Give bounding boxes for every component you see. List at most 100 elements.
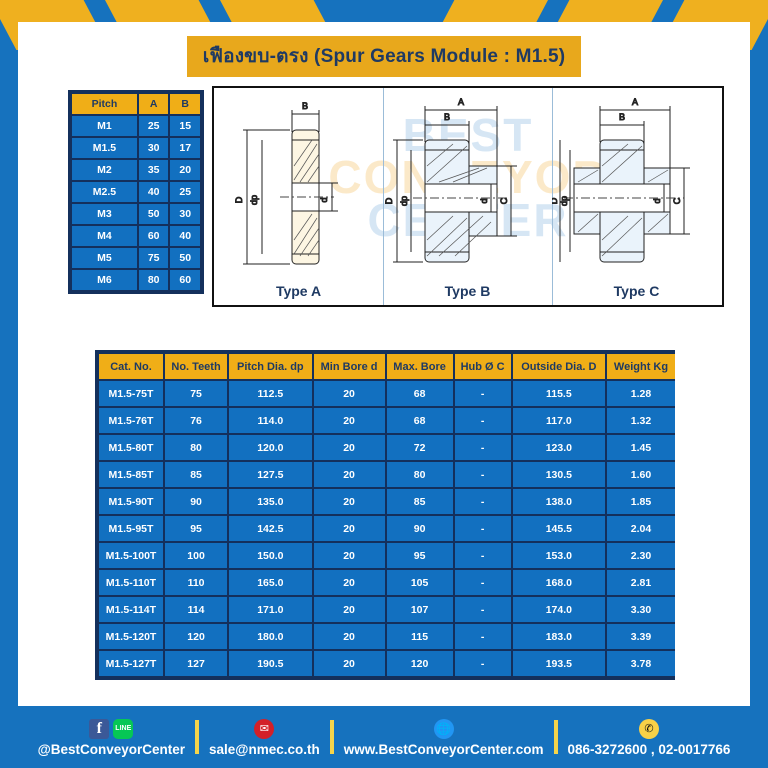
spec-cell: 76 bbox=[164, 408, 228, 433]
gear-diagram-type-c: A B D dp C bbox=[549, 88, 721, 305]
diagram-divider-2 bbox=[552, 88, 553, 305]
footer-website[interactable]: 🌐 www.BestConveyorCenter.com bbox=[344, 718, 544, 757]
spec-cell: 20 bbox=[313, 435, 385, 460]
page-title: เฟืองขบ-ตรง (Spur Gears Module : M1.5) bbox=[186, 36, 582, 77]
spec-cell: 115.5 bbox=[512, 381, 606, 406]
pitch-cell: M3 bbox=[72, 204, 137, 224]
diagram-divider-1 bbox=[383, 88, 384, 305]
content-card: เฟืองขบ-ตรง (Spur Gears Module : M1.5) P… bbox=[18, 22, 750, 706]
svg-text:dp: dp bbox=[399, 196, 409, 206]
pitch-header-1: A bbox=[138, 94, 169, 114]
footer-social-text: @BestConveyorCenter bbox=[37, 741, 186, 757]
pitch-table-row: M1 25 15 bbox=[72, 116, 200, 136]
spec-cell: 193.5 bbox=[512, 651, 606, 676]
spec-cell: 20 bbox=[313, 543, 385, 568]
spec-cell: 190.5 bbox=[229, 651, 312, 676]
line-icon[interactable]: LINE bbox=[113, 718, 134, 739]
spec-cell: 135.0 bbox=[229, 489, 312, 514]
footer-email[interactable]: ✉ sale@nmec.co.th bbox=[209, 718, 320, 757]
spec-cell: 165.0 bbox=[229, 570, 312, 595]
svg-text:A: A bbox=[458, 97, 464, 107]
spec-cell: - bbox=[454, 516, 511, 541]
pitch-cell: 17 bbox=[170, 138, 200, 158]
spec-cell: 1.60 bbox=[607, 462, 675, 487]
top-section: Pitch A B M1 25 15 M1.5 30 17 M2 35 20 M2.5 40 25 M3 50… bbox=[48, 70, 724, 307]
svg-text:B: B bbox=[619, 112, 625, 122]
mail-icon[interactable]: ✉ bbox=[254, 718, 275, 739]
spec-cell: 1.45 bbox=[607, 435, 675, 460]
facebook-icon[interactable]: f bbox=[89, 718, 110, 739]
globe-icon[interactable]: 🌐 bbox=[433, 718, 454, 739]
table-row: M1.5-85T 85 127.5 20 80-130.5 1.60 bbox=[99, 462, 675, 487]
spec-cell: 138.0 bbox=[512, 489, 606, 514]
spec-cell: - bbox=[454, 408, 511, 433]
svg-text:d: d bbox=[479, 198, 489, 203]
footer-separator-3 bbox=[553, 720, 558, 754]
spec-cell: 20 bbox=[313, 462, 385, 487]
spec-cell: 112.5 bbox=[229, 381, 312, 406]
spec-cell: 20 bbox=[313, 381, 385, 406]
spec-cell: 105 bbox=[386, 570, 453, 595]
pitch-table-row: M2.5 40 25 bbox=[72, 182, 200, 202]
spec-cell: 168.0 bbox=[512, 570, 606, 595]
spec-cell: - bbox=[454, 462, 511, 487]
pitch-cell: 25 bbox=[170, 182, 200, 202]
spec-cell: M1.5-90T bbox=[99, 489, 163, 514]
spec-cell: M1.5-120T bbox=[99, 624, 163, 649]
spec-cell: M1.5-127T bbox=[99, 651, 163, 676]
table-row: M1.5-95T 95 142.5 20 90-145.5 2.04 bbox=[99, 516, 675, 541]
spec-cell: 20 bbox=[313, 408, 385, 433]
gear-diagram-type-b: A B D dp C bbox=[383, 88, 552, 305]
svg-text:C: C bbox=[672, 197, 682, 204]
pitch-table-row: M3 50 30 bbox=[72, 204, 200, 224]
spec-cell: 3.39 bbox=[607, 624, 675, 649]
pitch-cell: M5 bbox=[72, 248, 137, 268]
spec-cell: 174.0 bbox=[512, 597, 606, 622]
spec-cell: M1.5-80T bbox=[99, 435, 163, 460]
spec-cell: 130.5 bbox=[512, 462, 606, 487]
spec-table: Cat. No. No. Teeth Pitch Dia. dp Min Bore d… bbox=[97, 352, 677, 678]
spec-cell: 114.0 bbox=[229, 408, 312, 433]
type-c-drawing: A B D dp C bbox=[549, 97, 690, 263]
spec-cell: 127.5 bbox=[229, 462, 312, 487]
spec-cell: 95 bbox=[386, 543, 453, 568]
pitch-table-row: M4 60 40 bbox=[72, 226, 200, 246]
svg-text:C: C bbox=[499, 197, 509, 204]
svg-text:d: d bbox=[652, 198, 662, 203]
spec-cell: 20 bbox=[313, 624, 385, 649]
phone-icon[interactable]: ✆ bbox=[638, 718, 659, 739]
pitch-table-row: M1.5 30 17 bbox=[72, 138, 200, 158]
svg-text:B: B bbox=[302, 101, 308, 111]
pitch-cell: 60 bbox=[170, 270, 200, 290]
pitch-table: Pitch A B M1 25 15 M1.5 30 17 M2 35 20 M2.5 40 25 M3 50… bbox=[70, 92, 202, 292]
spec-cell: 85 bbox=[386, 489, 453, 514]
table-row: M1.5-100T 100 150.0 20 95-153.0 2.30 bbox=[99, 543, 675, 568]
spec-cell: 1.32 bbox=[607, 408, 675, 433]
spec-cell: 3.78 bbox=[607, 651, 675, 676]
spec-table-container: Cat. No. No. Teeth Pitch Dia. dp Min Bore d… bbox=[95, 350, 675, 680]
spec-cell: 90 bbox=[164, 489, 228, 514]
type-a-drawing: B D dp d bbox=[234, 101, 338, 265]
spec-cell: M1.5-75T bbox=[99, 381, 163, 406]
spec-header-1: No. Teeth bbox=[164, 354, 228, 379]
spec-cell: 120.0 bbox=[229, 435, 312, 460]
footer-bar: f LINE @BestConveyorCenter ✉ sale@nmec.c… bbox=[0, 706, 768, 768]
spec-cell: 20 bbox=[313, 516, 385, 541]
spec-cell: 153.0 bbox=[512, 543, 606, 568]
spec-cell: 2.81 bbox=[607, 570, 675, 595]
spec-cell: 127 bbox=[164, 651, 228, 676]
gear-diagram-type-a: B D dp d Type A bbox=[214, 88, 383, 305]
pitch-cell: 30 bbox=[138, 138, 169, 158]
spec-cell: 68 bbox=[386, 408, 453, 433]
footer-website-text: www.BestConveyorCenter.com bbox=[343, 741, 544, 757]
pitch-cell: 75 bbox=[138, 248, 169, 268]
svg-text:B: B bbox=[444, 112, 450, 122]
spec-cell: 100 bbox=[164, 543, 228, 568]
spec-cell: 2.04 bbox=[607, 516, 675, 541]
type-a-label: Type A bbox=[275, 283, 322, 299]
footer-social[interactable]: f LINE @BestConveyorCenter bbox=[38, 718, 185, 757]
footer-phone[interactable]: ✆ 086-3272600 , 02-0017766 bbox=[568, 718, 730, 757]
pitch-table-row: M6 80 60 bbox=[72, 270, 200, 290]
spec-cell: M1.5-100T bbox=[99, 543, 163, 568]
spec-cell: M1.5-114T bbox=[99, 597, 163, 622]
